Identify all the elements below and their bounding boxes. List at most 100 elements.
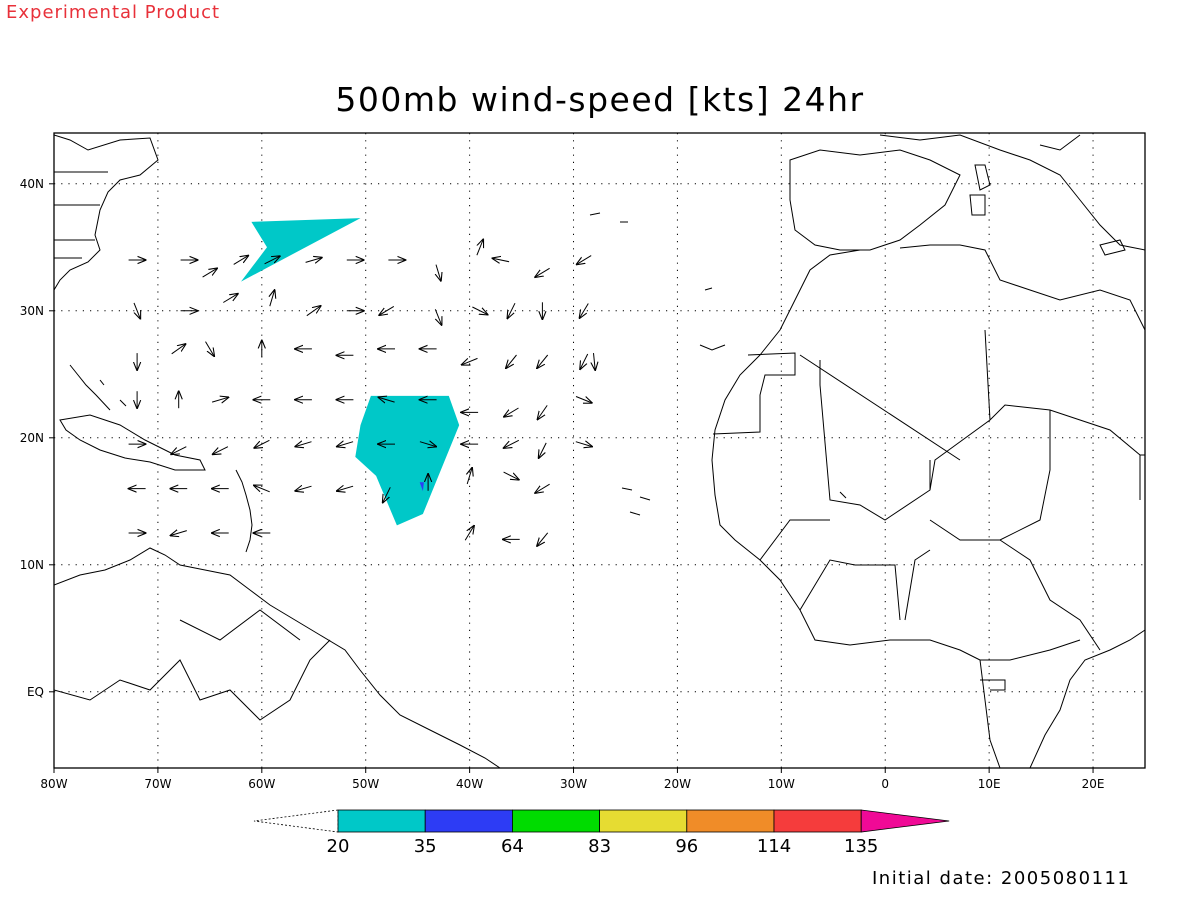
wind-vector-arrow: [539, 442, 547, 458]
x-tick-label: 10W: [768, 777, 795, 791]
wind-vector-arrow: [223, 294, 238, 303]
wind-vector-arrow: [537, 354, 549, 368]
wind-vector-arrow: [507, 302, 516, 318]
colorbar-level-label: 135: [844, 836, 878, 857]
us-state-borders: [54, 171, 108, 259]
colorbar-segment: [686, 809, 775, 833]
wind-vector-arrow: [537, 532, 549, 546]
atlantic-islands: [589, 212, 847, 516]
wind-vector-arrow: [434, 309, 441, 325]
african-borders: [712, 329, 1145, 691]
wind-vector-arrow: [575, 396, 592, 403]
wind-vector-arrow: [171, 446, 187, 455]
wind-vector-arrow: [337, 442, 354, 447]
x-tick-label: 50W: [352, 777, 379, 791]
wind-vector-arrow: [580, 353, 589, 369]
wind-vector-arrow: [594, 353, 596, 370]
x-tick-label: 10E: [978, 777, 1001, 791]
colorbar-segment: [424, 809, 513, 833]
wind-vector-arrow: [379, 305, 395, 315]
wind-vector-arrow: [575, 442, 592, 447]
wind-vector-arrow: [419, 442, 436, 447]
wind-vector-arrow: [503, 471, 519, 480]
y-tick-label: 30N: [20, 304, 44, 318]
wind-vector-arrow: [295, 486, 312, 491]
wind-vector-arrow: [205, 341, 215, 357]
initial-date: Initial date: 2005080111: [872, 868, 1131, 889]
map-frame: [53, 132, 1146, 769]
x-tick-label: 70W: [144, 777, 171, 791]
colorbar-level-label: 83: [588, 836, 611, 857]
bahamas: [69, 364, 127, 411]
wind-vector-arrow: [254, 485, 270, 493]
colorbar-level-label: 20: [327, 836, 350, 857]
x-tick-label: 30W: [560, 777, 587, 791]
wind-vector-arrow: [462, 357, 478, 364]
wind-vector-arrow: [378, 397, 395, 402]
map-title: 500mb wind-speed [kts] 24hr: [335, 80, 865, 119]
wind-vector-arrow: [295, 442, 312, 447]
colorbar-level-label: 35: [414, 836, 437, 857]
wind-vector-arrow: [211, 397, 228, 402]
africa-coast: [711, 244, 1145, 768]
x-tick-label: 80W: [40, 777, 67, 791]
x-tick-label: 20W: [664, 777, 691, 791]
wind-vector-arrow: [254, 439, 270, 448]
wind-vector-arrow: [506, 354, 517, 368]
latitude-labels: EQ 10N 20N 30N 40N: [20, 177, 44, 699]
colorbar-level-label: 64: [501, 836, 524, 857]
x-tick-label: 60W: [248, 777, 275, 791]
iberia-coast: [789, 149, 961, 251]
colorbar-segment: [337, 809, 426, 833]
wind-vector-arrow: [337, 486, 354, 491]
wind-vector-arrow: [270, 290, 275, 307]
x-tick-label: 0: [881, 777, 889, 791]
wind-speed-shading: [241, 218, 460, 526]
wind-vector-arrow: [472, 306, 487, 315]
wind-vector-arrow: [493, 258, 510, 261]
coastlines: [54, 134, 1145, 768]
lesser-antilles: [235, 469, 253, 553]
greater-antilles: [59, 414, 206, 471]
wind-vector-arrow: [504, 439, 520, 448]
wind-vector-arrow: [476, 239, 483, 256]
y-tick-label: EQ: [27, 685, 44, 699]
colorbar-segment: [512, 809, 601, 833]
colorbar-low-triangle: [253, 809, 339, 833]
colorbar: 20 35 64 83 96 114 135: [253, 809, 950, 857]
shaded-region-tropical-wind-max: [355, 395, 460, 526]
east-africa-coast: [1029, 629, 1145, 768]
south-america-borders: [54, 609, 331, 721]
colorbar-high-triangle: [860, 809, 950, 833]
south-america-coast: [54, 547, 501, 768]
wind-vector-arrow: [171, 531, 187, 536]
shaded-region-tropical-wind-core: [419, 482, 424, 492]
wind-vector-arrow: [233, 256, 249, 265]
x-tick-label: 40W: [456, 777, 483, 791]
wind-vector-arrow: [577, 255, 592, 265]
wind-vector-arrow: [202, 268, 218, 278]
longitude-labels: 80W 70W 60W 50W 40W 30W 20W 10W 0 10E 20E: [40, 777, 1104, 791]
wind-vector-arrow: [133, 302, 140, 319]
wind-vector-arrow: [535, 483, 550, 493]
y-tick-label: 10N: [20, 558, 44, 572]
wind-vector-arrow: [264, 256, 280, 265]
experimental-product-banner: Experimental Product: [6, 2, 221, 23]
wind-vector-arrow: [467, 468, 472, 485]
mediterranean-islands: [969, 164, 1126, 256]
wind-vector-arrow: [383, 487, 391, 502]
lat-lon-gridlines: [49, 133, 1145, 773]
y-tick-label: 40N: [20, 177, 44, 191]
wind-vector-arrow: [464, 526, 474, 541]
wind-vector-arrow: [535, 267, 550, 277]
wind-vector-arrow: [306, 306, 321, 317]
x-tick-label: 20E: [1082, 777, 1105, 791]
colorbar-level-label: 114: [757, 836, 791, 857]
europe-coast: [879, 134, 1145, 251]
shaded-region-north-atlantic-jet: [241, 218, 361, 282]
colorbar-level-label: 96: [675, 836, 698, 857]
wind-vector-arrow: [171, 344, 186, 355]
y-tick-label: 20N: [20, 431, 44, 445]
north-america-coast: [54, 134, 159, 291]
